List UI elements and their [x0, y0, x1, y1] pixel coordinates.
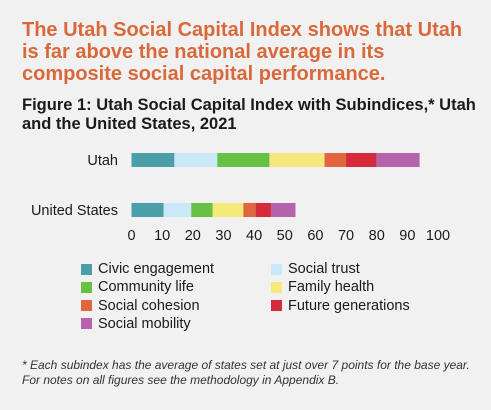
x-tick-label: 60 — [307, 228, 323, 244]
legend-label: Social trust — [288, 261, 360, 277]
bar-segment-social-trust-united-states — [163, 203, 192, 217]
footnote: * Each subindex has the average of state… — [22, 358, 470, 387]
legend-swatch — [81, 300, 92, 312]
x-tick-label: 70 — [338, 228, 354, 244]
legend-swatch — [271, 263, 282, 275]
legend-item: Family health — [271, 279, 374, 295]
bar-segment-community-life-united-states — [191, 203, 213, 217]
legend-label: Social mobility — [98, 315, 191, 332]
x-tick-label: 30 — [215, 228, 231, 244]
legend-swatch — [271, 281, 282, 293]
bar-segment-social-trust-utah — [174, 153, 218, 167]
x-tick-label: 20 — [185, 228, 201, 244]
stacked-bar-chart: Utah United States 0 10 20 30 40 50 60 70 80 90 100 — [31, 153, 450, 244]
bar-segment-family-health-united-states — [212, 203, 244, 217]
bar-segment-future-generations-utah — [346, 153, 377, 167]
legend-label: Community life — [98, 279, 194, 296]
legend-label: Civic engagement — [98, 261, 215, 277]
legend-swatch — [81, 318, 92, 330]
bar-segment-future-generations-united-states — [255, 203, 271, 217]
legend-item: Community life — [81, 279, 194, 295]
x-tick-label: 90 — [399, 228, 415, 244]
x-tick-label: 0 — [127, 228, 135, 244]
legend-item: Social mobility — [81, 316, 191, 332]
legend-item: Civic engagement — [81, 261, 214, 277]
bar-segment-family-health-utah — [269, 153, 325, 167]
legend-item: Social trust — [271, 261, 360, 277]
category-label: Utah — [87, 153, 118, 169]
x-tick-label: 50 — [277, 228, 293, 244]
x-tick-label: 10 — [154, 228, 170, 244]
category-labels: Utah United States — [31, 153, 118, 219]
x-tick-label: 80 — [369, 228, 385, 244]
bar-segment-social-mobility-united-states — [270, 203, 296, 217]
bar-segment-community-life-utah — [217, 153, 270, 167]
x-tick-label: 40 — [246, 228, 262, 244]
bar-segment-civic-engagement-utah — [131, 153, 175, 167]
category-label: United States — [31, 203, 118, 219]
legend-label: Family health — [288, 279, 375, 296]
headline: The Utah Social Capital Index shows that… — [22, 19, 463, 85]
legend-item: Future generations — [271, 298, 410, 314]
bar-segment-social-cohesion-utah — [324, 153, 347, 167]
x-axis-ticks: 0 10 20 30 40 50 60 70 80 90 100 — [127, 228, 450, 244]
bar-segment-social-mobility-utah — [376, 153, 420, 167]
figure-title: Figure 1: Utah Social Capital Index with… — [22, 96, 476, 133]
legend-label: Social cohesion — [98, 297, 200, 314]
legend-swatch — [271, 300, 282, 312]
legend-item: Social cohesion — [81, 298, 200, 314]
x-tick-label: 100 — [426, 228, 450, 244]
legend-swatch — [81, 281, 92, 293]
bar-segment-social-cohesion-united-states — [243, 203, 256, 217]
bars-group — [131, 153, 420, 217]
legend-swatch — [81, 263, 92, 275]
legend-label: Future generations — [288, 297, 410, 314]
bar-segment-civic-engagement-united-states — [131, 203, 164, 217]
